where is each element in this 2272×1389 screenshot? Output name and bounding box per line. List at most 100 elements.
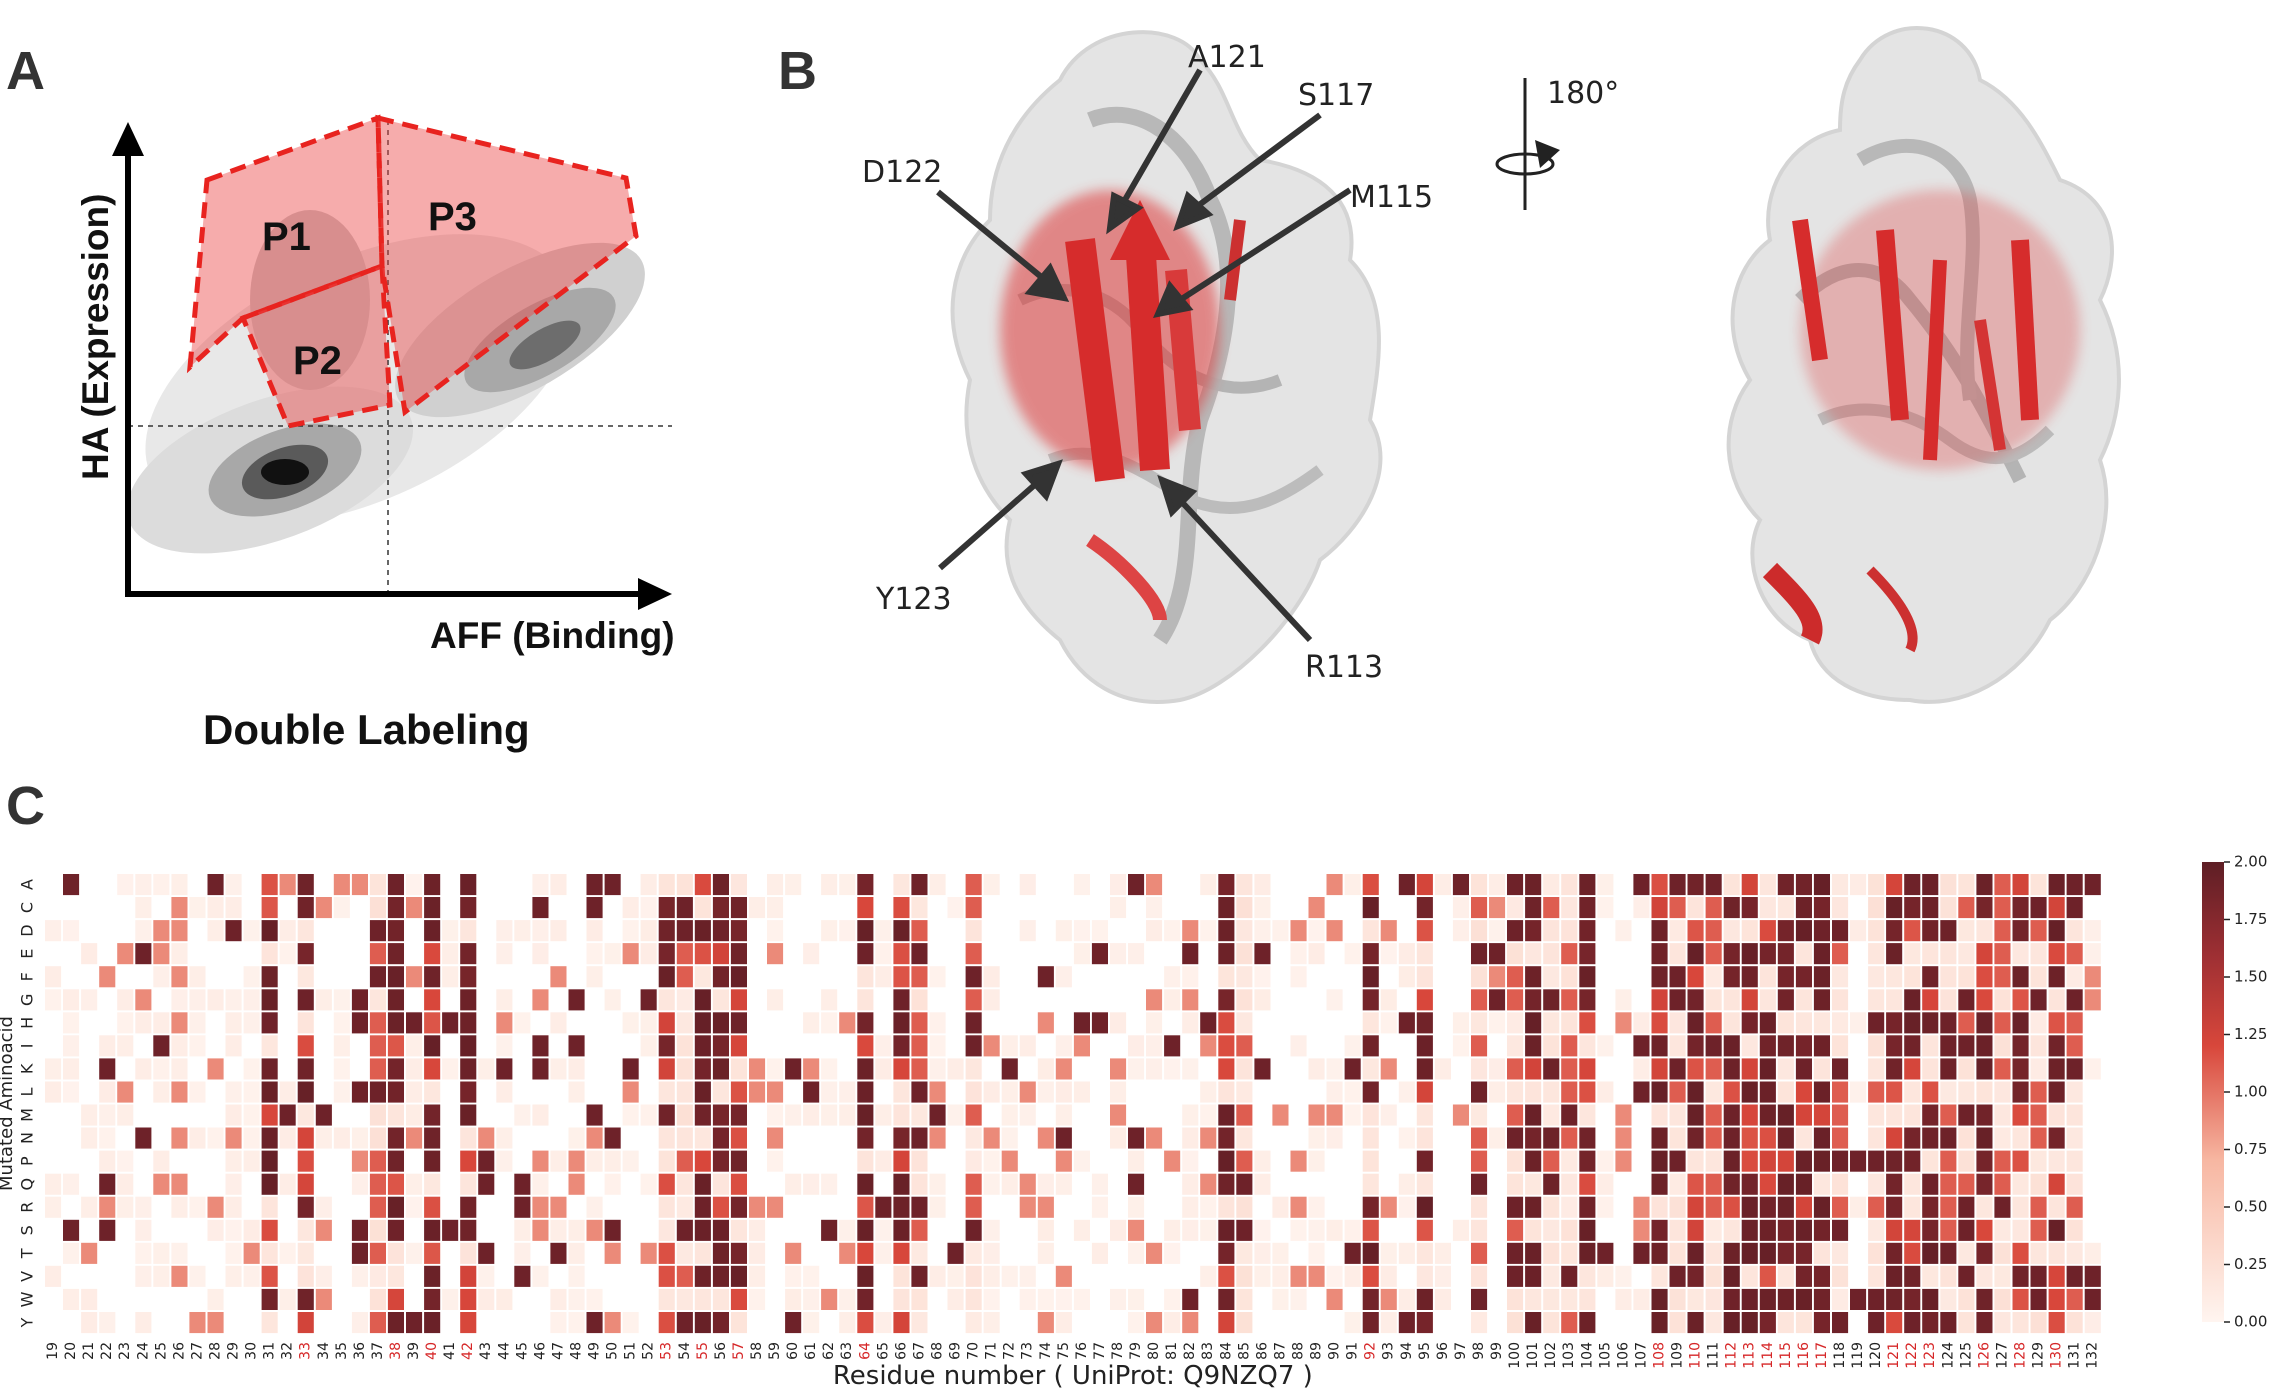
heatmap-cell xyxy=(2013,1058,2029,1079)
heatmap-cell xyxy=(966,1243,982,1264)
heatmap-cell xyxy=(803,943,819,964)
heatmap-cell xyxy=(460,1012,476,1033)
heatmap-cell xyxy=(1760,1105,1776,1126)
heatmap-cell xyxy=(171,874,187,895)
heatmap-cell xyxy=(659,1082,675,1103)
heatmap-cell xyxy=(803,1312,819,1333)
heatmap-cell xyxy=(1272,1289,1288,1310)
heatmap-cell xyxy=(262,1105,278,1126)
heatmap-cell xyxy=(1489,1012,1505,1033)
heatmap-cell xyxy=(2049,943,2065,964)
heatmap-cell xyxy=(1633,1012,1649,1033)
heatmap-cell xyxy=(569,1128,585,1149)
heatmap-cell xyxy=(1489,897,1505,918)
heatmap-cell xyxy=(1309,1220,1325,1241)
heatmap-cell xyxy=(1507,1289,1523,1310)
heatmap-cell xyxy=(1471,1151,1487,1172)
heatmap-cell xyxy=(1074,1035,1090,1056)
heatmap-cell xyxy=(117,1174,133,1195)
heatmap-cell xyxy=(208,1058,224,1079)
column-label: 83 xyxy=(1200,1342,1216,1360)
heatmap-cell xyxy=(2085,1243,2101,1264)
column-label: 119 xyxy=(1850,1342,1866,1369)
colorbar-tick-label: 1.50 xyxy=(2234,968,2267,986)
heatmap-cell xyxy=(2067,1220,2083,1241)
heatmap-cell xyxy=(1958,1012,1974,1033)
heatmap-cell xyxy=(695,1197,711,1218)
heatmap-cell xyxy=(677,966,693,987)
heatmap-cell xyxy=(1489,920,1505,941)
heatmap-cell xyxy=(424,966,440,987)
heatmap-cell xyxy=(1236,1197,1252,1218)
heatmap-cell xyxy=(280,1174,296,1195)
heatmap-cell xyxy=(1796,1151,1812,1172)
heatmap-cell xyxy=(749,1266,765,1287)
heatmap-cell xyxy=(1796,1058,1812,1079)
heatmap-cell xyxy=(424,1266,440,1287)
heatmap-cell xyxy=(659,943,675,964)
heatmap-cell xyxy=(1507,1128,1523,1149)
heatmap-cell xyxy=(1327,1128,1343,1149)
heatmap-cell xyxy=(1056,1266,1072,1287)
heatmap-cell xyxy=(1471,920,1487,941)
heatmap-cell xyxy=(460,920,476,941)
row-label: E xyxy=(18,949,37,959)
heatmap-cell xyxy=(1471,1105,1487,1126)
heatmap-cell xyxy=(1670,1058,1686,1079)
heatmap-cell xyxy=(117,1012,133,1033)
heatmap-cell xyxy=(1200,1174,1216,1195)
heatmap-cell xyxy=(641,989,657,1010)
heatmap-cell xyxy=(1940,1266,1956,1287)
column-label: 93 xyxy=(1381,1342,1397,1360)
heatmap-cell xyxy=(677,1197,693,1218)
heatmap-cell xyxy=(857,966,873,987)
heatmap-cell xyxy=(1814,1151,1830,1172)
heatmap-cell xyxy=(1832,943,1848,964)
heatmap-cell xyxy=(153,1151,169,1172)
heatmap-cell xyxy=(1543,1058,1559,1079)
heatmap-cell xyxy=(1760,966,1776,987)
heatmap-cell xyxy=(1778,1151,1794,1172)
heatmap-cell xyxy=(1291,920,1307,941)
heatmap-cell xyxy=(1652,1266,1668,1287)
heatmap-cell xyxy=(1218,1082,1234,1103)
heatmap-cell xyxy=(1291,966,1307,987)
heatmap-cell xyxy=(1038,1312,1054,1333)
heatmap-cell xyxy=(280,1128,296,1149)
heatmap-cell xyxy=(1200,920,1216,941)
heatmap-cell xyxy=(569,1035,585,1056)
heatmap-cell xyxy=(1778,966,1794,987)
heatmap-cell xyxy=(1706,1058,1722,1079)
heatmap-cell xyxy=(153,874,169,895)
heatmap-cell xyxy=(1706,1151,1722,1172)
column-label: 118 xyxy=(1832,1342,1848,1369)
heatmap-cell xyxy=(930,1128,946,1149)
heatmap-cell xyxy=(587,874,603,895)
heatmap-cell xyxy=(857,989,873,1010)
heatmap-cell xyxy=(659,1151,675,1172)
heatmap-cell xyxy=(2031,966,2047,987)
heatmap-cell xyxy=(153,966,169,987)
heatmap-cell xyxy=(2031,1105,2047,1126)
heatmap-cell xyxy=(1561,1035,1577,1056)
heatmap-cell xyxy=(532,920,548,941)
heatmap-cell xyxy=(406,1012,422,1033)
heatmap-cell xyxy=(1164,966,1180,987)
heatmap-cell xyxy=(1652,1012,1668,1033)
heatmap-cell xyxy=(1922,1058,1938,1079)
heatmap-cell xyxy=(1417,1012,1433,1033)
column-label: 120 xyxy=(1868,1342,1884,1369)
heatmap-cell xyxy=(45,1266,61,1287)
heatmap-cell xyxy=(316,1289,332,1310)
heatmap-cell xyxy=(2013,943,2029,964)
heatmap-cell xyxy=(893,943,909,964)
heatmap-cell xyxy=(370,1012,386,1033)
heatmap-cell xyxy=(1976,897,1992,918)
heatmap-cell xyxy=(1309,1128,1325,1149)
heatmap-cell xyxy=(1002,1058,1018,1079)
heatmap-cell xyxy=(1670,1105,1686,1126)
heatmap-cell xyxy=(1688,1128,1704,1149)
heatmap-cell xyxy=(1218,966,1234,987)
heatmap-cell xyxy=(153,1012,169,1033)
heatmap-cell xyxy=(1724,1082,1740,1103)
